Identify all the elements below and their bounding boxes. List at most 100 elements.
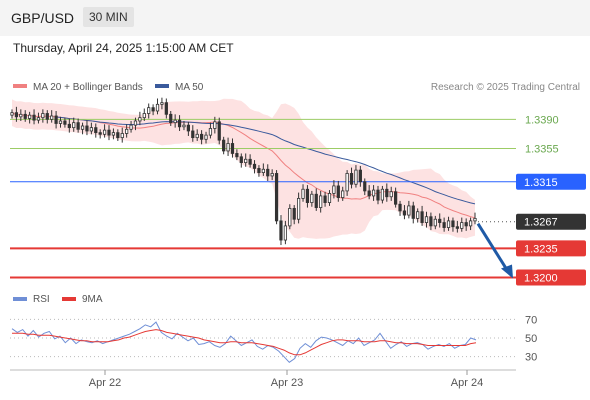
candle-body: [138, 117, 142, 122]
candle-body: [177, 119, 182, 128]
candle-body: [98, 132, 102, 135]
header-bar: GBP/USD 30 MIN: [0, 0, 590, 36]
candle-body: [283, 225, 288, 241]
candle-body: [120, 133, 124, 139]
candle-body: [195, 133, 199, 139]
candle-body: [23, 113, 27, 119]
candle-body: [160, 102, 164, 105]
candle-body: [235, 153, 239, 158]
forecast-arrow-head: [501, 264, 513, 279]
level-tag: [516, 173, 586, 190]
candle-body: [433, 218, 437, 227]
candle-body: [45, 113, 49, 120]
ma50-legend-swatch: [155, 84, 169, 88]
timeframe-button[interactable]: 30 MIN: [83, 7, 134, 27]
candle-body: [80, 125, 85, 130]
rsi-tick-label: 30: [525, 352, 537, 364]
candle-body: [222, 139, 226, 152]
ma50-line: [56, 116, 476, 205]
candle-body: [297, 198, 301, 220]
candle-body: [50, 115, 54, 120]
rsi-legend-label: RSI: [33, 294, 50, 305]
x-tick-label: Apr 23: [271, 377, 303, 389]
candle-body: [266, 168, 270, 177]
candle-body: [244, 158, 248, 164]
candle-body: [125, 128, 129, 134]
candle-body: [323, 195, 327, 203]
candle-body: [54, 115, 58, 124]
candle-body: [111, 132, 116, 136]
candle-body: [270, 173, 274, 177]
candle-body: [142, 113, 146, 119]
candle-body: [468, 220, 473, 227]
rsi-tick-label: 50: [525, 333, 537, 345]
candle-body: [107, 129, 111, 136]
symbol-label: GBP/USD: [11, 10, 75, 26]
ma20-legend-label: MA 20 + Bollinger Bands: [33, 82, 143, 93]
level-tag: [516, 269, 586, 286]
candle-body: [442, 222, 446, 228]
candle-body: [72, 122, 76, 129]
candle-body: [226, 143, 230, 152]
candle-body: [473, 217, 477, 222]
rsi-ma-line: [12, 329, 477, 356]
candle-body: [305, 188, 310, 203]
candle-body: [345, 173, 349, 192]
candle-body: [279, 220, 283, 241]
candle-body: [336, 185, 340, 198]
rsi-ma-legend-swatch: [62, 297, 76, 301]
candle-body: [129, 124, 133, 130]
candle-body: [288, 208, 292, 227]
candle-body: [398, 203, 402, 212]
candle-body: [416, 211, 420, 219]
candle-body: [63, 120, 67, 125]
candle-body: [354, 169, 358, 185]
x-tick-label: Apr 24: [451, 377, 483, 389]
candle-body: [385, 188, 389, 198]
candle-body: [186, 124, 190, 132]
candle-body: [394, 191, 398, 205]
candle-body: [319, 195, 323, 208]
candle-body: [164, 102, 168, 115]
candle-body: [420, 211, 424, 223]
candle-body: [239, 156, 243, 164]
candle-body: [371, 189, 376, 197]
candle-body: [58, 120, 63, 124]
candle-body: [389, 191, 393, 198]
candle-body: [310, 193, 314, 203]
candle-body: [248, 158, 252, 165]
candle-body: [67, 123, 71, 129]
credit-label: Research © 2025 Trading Central: [431, 82, 580, 93]
candle-body: [102, 129, 107, 135]
candle-body: [32, 114, 36, 121]
candle-body: [257, 168, 261, 174]
candle-body: [19, 113, 23, 118]
candle-body: [213, 121, 217, 129]
level-tag: [516, 240, 586, 257]
level-label: 1.3235: [524, 243, 558, 255]
candle-body: [208, 128, 213, 136]
candle-body: [14, 112, 19, 118]
rsi-tick-label: 70: [525, 314, 537, 326]
candle-body: [451, 220, 455, 228]
candle-body: [429, 216, 433, 227]
candle-body: [252, 163, 257, 169]
candle-body: [230, 143, 235, 154]
x-tick-label: Apr 22: [89, 377, 121, 389]
level-label: 1.3200: [524, 273, 558, 285]
candle-body: [28, 114, 32, 119]
candle-body: [199, 133, 204, 140]
forecast-arrow: [476, 222, 510, 273]
candle-body: [89, 127, 93, 132]
candle-body: [10, 112, 14, 116]
candle-body: [349, 173, 354, 185]
candle-body: [411, 205, 415, 219]
candle-body: [341, 190, 345, 198]
level-label: 1.3267: [524, 217, 558, 229]
level-tag: [516, 213, 586, 230]
candle-body: [261, 168, 265, 174]
candle-body: [151, 107, 155, 112]
level-label: 1.3355: [525, 143, 559, 155]
candle-body: [402, 210, 407, 216]
candle-body: [292, 208, 296, 220]
